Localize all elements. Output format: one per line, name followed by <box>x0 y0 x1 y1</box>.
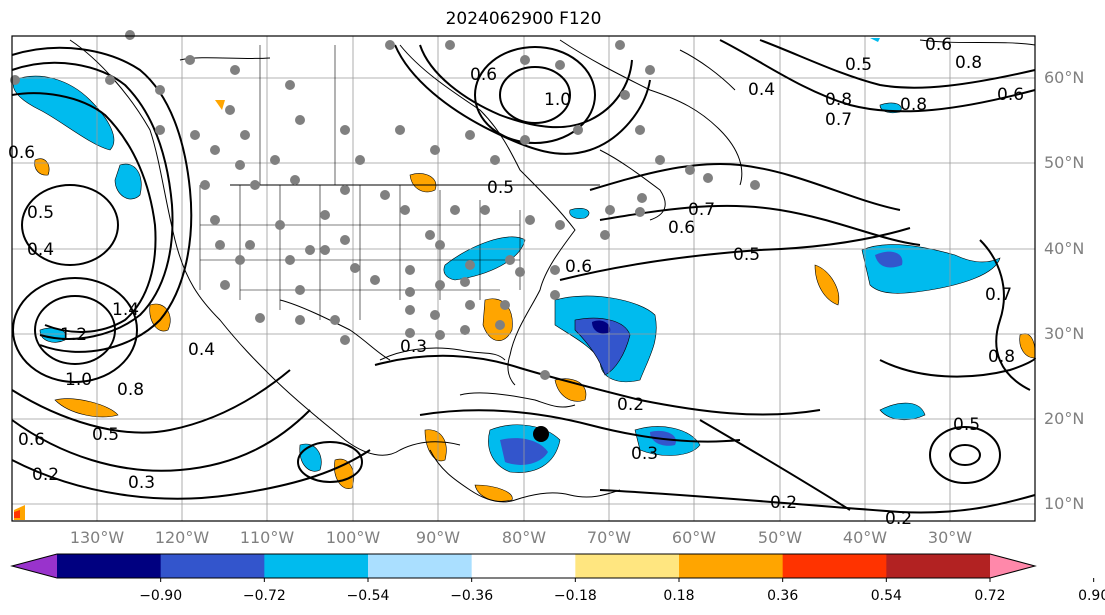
svg-text:0.6: 0.6 <box>565 257 592 277</box>
colorbar-tick-label: −0.18 <box>553 588 597 604</box>
svg-text:0.6: 0.6 <box>925 35 952 55</box>
colorbar-tick-label: −0.72 <box>242 588 286 604</box>
colorbar-segment <box>471 554 576 578</box>
svg-text:1.0: 1.0 <box>544 90 571 110</box>
svg-text:1.4: 1.4 <box>112 300 139 320</box>
lon-label-40w: 40°W <box>842 528 888 547</box>
lon-label-130w: 130°W <box>69 528 125 547</box>
svg-text:0.7: 0.7 <box>688 200 715 220</box>
svg-text:0.8: 0.8 <box>955 53 982 73</box>
svg-text:1.0: 1.0 <box>65 370 92 390</box>
svg-text:0.5: 0.5 <box>92 425 119 445</box>
lat-label-20n: 20°N <box>1044 409 1085 428</box>
svg-text:0.6: 0.6 <box>470 65 497 85</box>
svg-text:0.4: 0.4 <box>748 80 775 100</box>
svg-text:0.5: 0.5 <box>953 415 980 435</box>
colorbar-right-arrow <box>990 554 1035 578</box>
station-markers <box>10 30 760 380</box>
lat-label-10n: 10°N <box>1044 494 1085 513</box>
svg-text:0.7: 0.7 <box>825 110 852 130</box>
svg-text:0.5: 0.5 <box>733 245 760 265</box>
colorbar-segment <box>886 554 991 578</box>
svg-text:1.2: 1.2 <box>60 325 87 345</box>
colorbar-tick-label: 0.36 <box>767 588 799 604</box>
svg-text:0.6: 0.6 <box>8 143 35 163</box>
colorbar-tick-label: 0.90 <box>1078 588 1105 604</box>
svg-text:0.3: 0.3 <box>631 444 658 464</box>
lat-label-60n: 60°N <box>1044 68 1085 87</box>
colorbar-tick-label: −0.90 <box>139 588 183 604</box>
colorbar-segment <box>264 554 369 578</box>
lon-label-110w: 110°W <box>239 528 295 547</box>
svg-text:0.8: 0.8 <box>825 90 852 110</box>
svg-text:0.8: 0.8 <box>117 380 144 400</box>
colorbar <box>10 553 1095 582</box>
contour-value-labels: 0.6 0.5 0.4 1.4 1.2 1.0 0.8 0.4 0.6 0.2 … <box>8 35 1024 529</box>
svg-text:0.2: 0.2 <box>885 509 912 529</box>
lon-label-120w: 120°W <box>154 528 210 547</box>
colorbar-segment <box>57 554 162 578</box>
svg-text:0.8: 0.8 <box>988 347 1015 367</box>
lon-label-50w: 50°W <box>757 528 803 547</box>
svg-text:0.6: 0.6 <box>18 430 45 450</box>
state-borders <box>199 45 521 320</box>
svg-text:0.3: 0.3 <box>400 337 427 357</box>
svg-text:0.5: 0.5 <box>27 203 54 223</box>
lon-label-90w: 90°W <box>415 528 461 547</box>
plot-frame <box>11 35 1036 522</box>
svg-text:0.6: 0.6 <box>997 85 1024 105</box>
lon-label-60w: 60°W <box>671 528 717 547</box>
colorbar-segment <box>368 554 473 578</box>
colorbar-tick-label: 0.72 <box>974 588 1006 604</box>
svg-text:0.7: 0.7 <box>985 285 1012 305</box>
svg-text:0.5: 0.5 <box>845 55 872 75</box>
lat-label-30n: 30°N <box>1044 324 1085 343</box>
colorbar-tick-label: −0.36 <box>450 588 494 604</box>
colorbar-segment <box>679 554 784 578</box>
coastlines <box>69 39 1036 503</box>
svg-text:0.2: 0.2 <box>32 465 59 485</box>
svg-text:0.5: 0.5 <box>487 178 514 198</box>
svg-text:0.6: 0.6 <box>668 218 695 238</box>
svg-text:0.3: 0.3 <box>128 473 155 493</box>
lon-label-100w: 100°W <box>325 528 381 547</box>
storm-center-marker <box>533 426 549 442</box>
colorbar-left-arrow <box>12 554 57 578</box>
colorbar-tick-label: 0.54 <box>870 588 902 604</box>
colorbar-segments <box>57 554 991 578</box>
colorbar-segment <box>160 554 265 578</box>
colorbar-segment <box>575 554 680 578</box>
colorbar-tick-label: 0.18 <box>663 588 695 604</box>
svg-text:0.8: 0.8 <box>900 95 927 115</box>
chart-title: 2024062900 F120 <box>445 9 602 29</box>
graticule <box>12 36 1035 521</box>
colorbar-segment <box>782 554 887 578</box>
lat-label-50n: 50°N <box>1044 153 1085 172</box>
contour-lines <box>11 39 1036 514</box>
svg-text:0.2: 0.2 <box>770 493 797 513</box>
svg-text:0.4: 0.4 <box>188 340 215 360</box>
lon-label-30w: 30°W <box>927 528 973 547</box>
svg-text:0.4: 0.4 <box>27 240 54 260</box>
colorbar-ticks <box>160 578 1095 582</box>
svg-text:0.2: 0.2 <box>617 395 644 415</box>
colorbar-outline <box>10 553 1037 579</box>
lat-label-40n: 40°N <box>1044 239 1085 258</box>
colorbar-tick-label: −0.54 <box>346 588 390 604</box>
lon-label-80w: 80°W <box>501 528 547 547</box>
lon-label-70w: 70°W <box>586 528 632 547</box>
